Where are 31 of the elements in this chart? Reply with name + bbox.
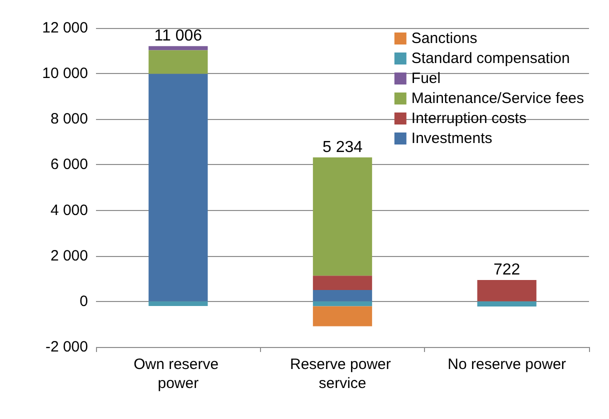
y-tick-label: 10 000 <box>42 65 88 82</box>
bar <box>312 276 372 290</box>
bar <box>312 301 372 306</box>
total-label: 11 006 <box>154 28 202 45</box>
legend-label: Fuel <box>411 70 441 87</box>
bar <box>148 50 208 74</box>
total-label: 722 <box>493 261 520 278</box>
bar <box>312 306 372 326</box>
y-tick-label: 4 000 <box>50 202 88 219</box>
total-label: 5 234 <box>322 138 363 156</box>
bar <box>312 157 372 276</box>
legend-label: Investments <box>411 130 492 147</box>
y-tick-label: 0 <box>80 292 88 310</box>
bar <box>477 301 536 306</box>
legend-label: Standard compensation <box>411 50 570 67</box>
legend-label: Maintenance/Service fees <box>411 90 584 107</box>
x-tick-label: Reserve power service <box>290 356 396 392</box>
y-tick-label: -2 000 <box>45 338 88 356</box>
bar <box>148 46 208 50</box>
x-tick-label: No reserve power <box>448 356 566 373</box>
legend-label: Sanctions <box>411 30 478 47</box>
bar <box>477 280 536 302</box>
y-tick-label: 2 000 <box>50 247 88 264</box>
y-tick-label: 8 000 <box>50 110 88 128</box>
x-tick-label: Own reserve power <box>134 356 223 392</box>
bar <box>148 301 208 306</box>
bar <box>148 74 208 302</box>
bar <box>312 290 372 302</box>
y-tick-label: 6 000 <box>50 156 88 174</box>
y-tick-label: 12 000 <box>42 20 88 36</box>
legend-label: Interruption costs <box>411 110 526 127</box>
